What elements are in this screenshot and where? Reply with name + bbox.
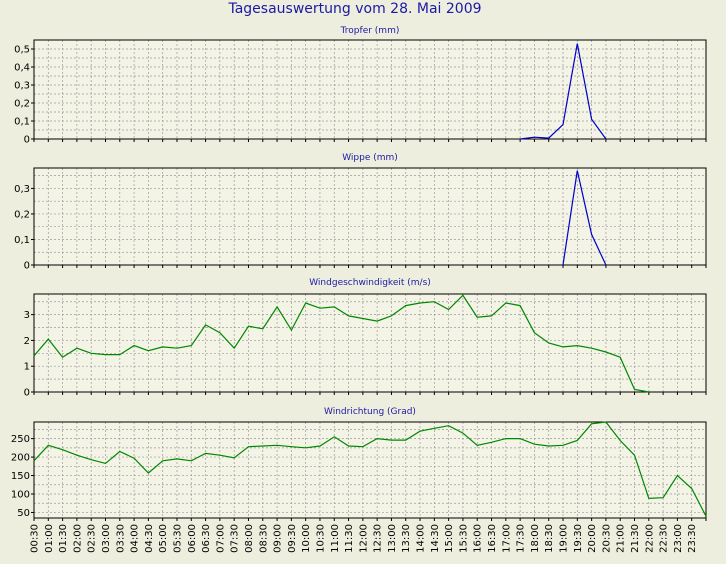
x-tick-label: 23:30 [687,524,698,553]
x-tick-label: 14:30 [430,524,441,553]
x-tick-label: 19:30 [573,524,584,553]
y-tick-label: 2 [24,336,30,347]
x-tick-label: 18:30 [544,524,555,553]
x-tick-label: 21:30 [630,524,641,553]
y-tick-label: 100 [11,490,30,501]
x-tick-label: 11:30 [344,524,355,553]
x-tick-label: 02:30 [87,524,98,553]
x-tick-label: 02:00 [72,524,83,553]
x-tick-label: 22:00 [644,524,655,553]
x-tick-label: 18:00 [530,524,541,553]
x-tick-label: 06:30 [201,524,212,553]
plot-frame-1 [33,167,707,266]
x-tick-label: 20:30 [601,524,612,553]
x-tick-label: 03:00 [101,524,112,553]
series-line-0 [520,43,607,140]
plot-frame-3 [33,421,707,519]
x-tick-label: 05:00 [158,524,169,553]
x-tick-label: 13:00 [387,524,398,553]
x-tick-label: 06:00 [187,524,198,553]
x-tick-label: 10:30 [315,524,326,553]
x-tick-label: 04:30 [144,524,155,553]
plot-frame-2 [33,293,707,393]
x-tick-label: 08:00 [244,524,255,553]
panel-title-1: Wippe (mm) [342,153,398,163]
x-tick-label: 07:00 [215,524,226,553]
x-tick-label: 12:00 [358,524,369,553]
y-tick-label: 0,4 [14,63,30,74]
series-line-1 [562,170,607,266]
x-tick-label: 05:30 [172,524,183,553]
x-tick-label: 17:30 [516,524,527,553]
series-line-3 [33,421,707,517]
y-tick-label: 0 [24,388,30,399]
x-tick-label: 07:30 [230,524,241,553]
x-tick-label: 23:00 [673,524,684,553]
y-tick-label: 50 [17,508,30,519]
x-tick-label: 12:30 [373,524,384,553]
panel-title-0: Tropfer (mm) [340,26,400,36]
x-tick-label: 09:30 [287,524,298,553]
x-tick-label: 15:00 [444,524,455,553]
y-tick-label: 250 [11,434,30,445]
x-tick-label: 14:00 [416,524,427,553]
x-tick-label: 13:30 [401,524,412,553]
plot-area-0 [34,40,706,139]
y-tick-label: 0,2 [14,209,30,220]
x-tick-label: 04:00 [130,524,141,553]
x-tick-label: 00:30 [30,524,41,553]
x-tick-label: 19:00 [559,524,570,553]
y-tick-label: 150 [11,471,30,482]
plot-area-2 [34,294,706,392]
y-tick-label: 0,3 [14,81,30,92]
x-tick-label: 10:00 [301,524,312,553]
x-tick-label: 21:00 [616,524,627,553]
plot-area-3 [34,422,706,518]
x-tick-label: 01:30 [58,524,69,553]
x-tick-label: 09:00 [273,524,284,553]
y-tick-label: 200 [11,453,30,464]
y-tick-label: 0,1 [14,117,30,128]
x-tick-label: 17:00 [501,524,512,553]
x-tick-label: 11:00 [330,524,341,553]
x-tick-label: 22:30 [659,524,670,553]
page-title: Tagesauswertung vom 28. Mai 2009 [228,1,482,17]
x-tick-label: 01:00 [44,524,55,553]
plot-area-1 [34,168,706,265]
y-tick-label: 0,2 [14,99,30,110]
panel-title-2: Windgeschwindigkeit (m/s) [309,278,431,288]
y-tick-label: 0 [24,135,30,146]
x-tick-label: 16:30 [487,524,498,553]
x-tick-label: 08:30 [258,524,269,553]
x-tick-label: 16:00 [473,524,484,553]
y-tick-label: 3 [24,310,30,321]
panel-title-3: Windrichtung (Grad) [324,407,416,417]
y-tick-label: 0,5 [14,45,30,56]
y-tick-label: 0 [24,261,30,272]
x-tick-label: 15:30 [458,524,469,553]
x-tick-label: 03:30 [115,524,126,553]
series-line-2 [33,294,649,393]
y-tick-label: 0,1 [14,235,30,246]
x-tick-label: 20:00 [587,524,598,553]
y-tick-label: 0,3 [14,184,30,195]
plot-frame-0 [33,39,707,140]
y-tick-label: 1 [24,362,30,373]
